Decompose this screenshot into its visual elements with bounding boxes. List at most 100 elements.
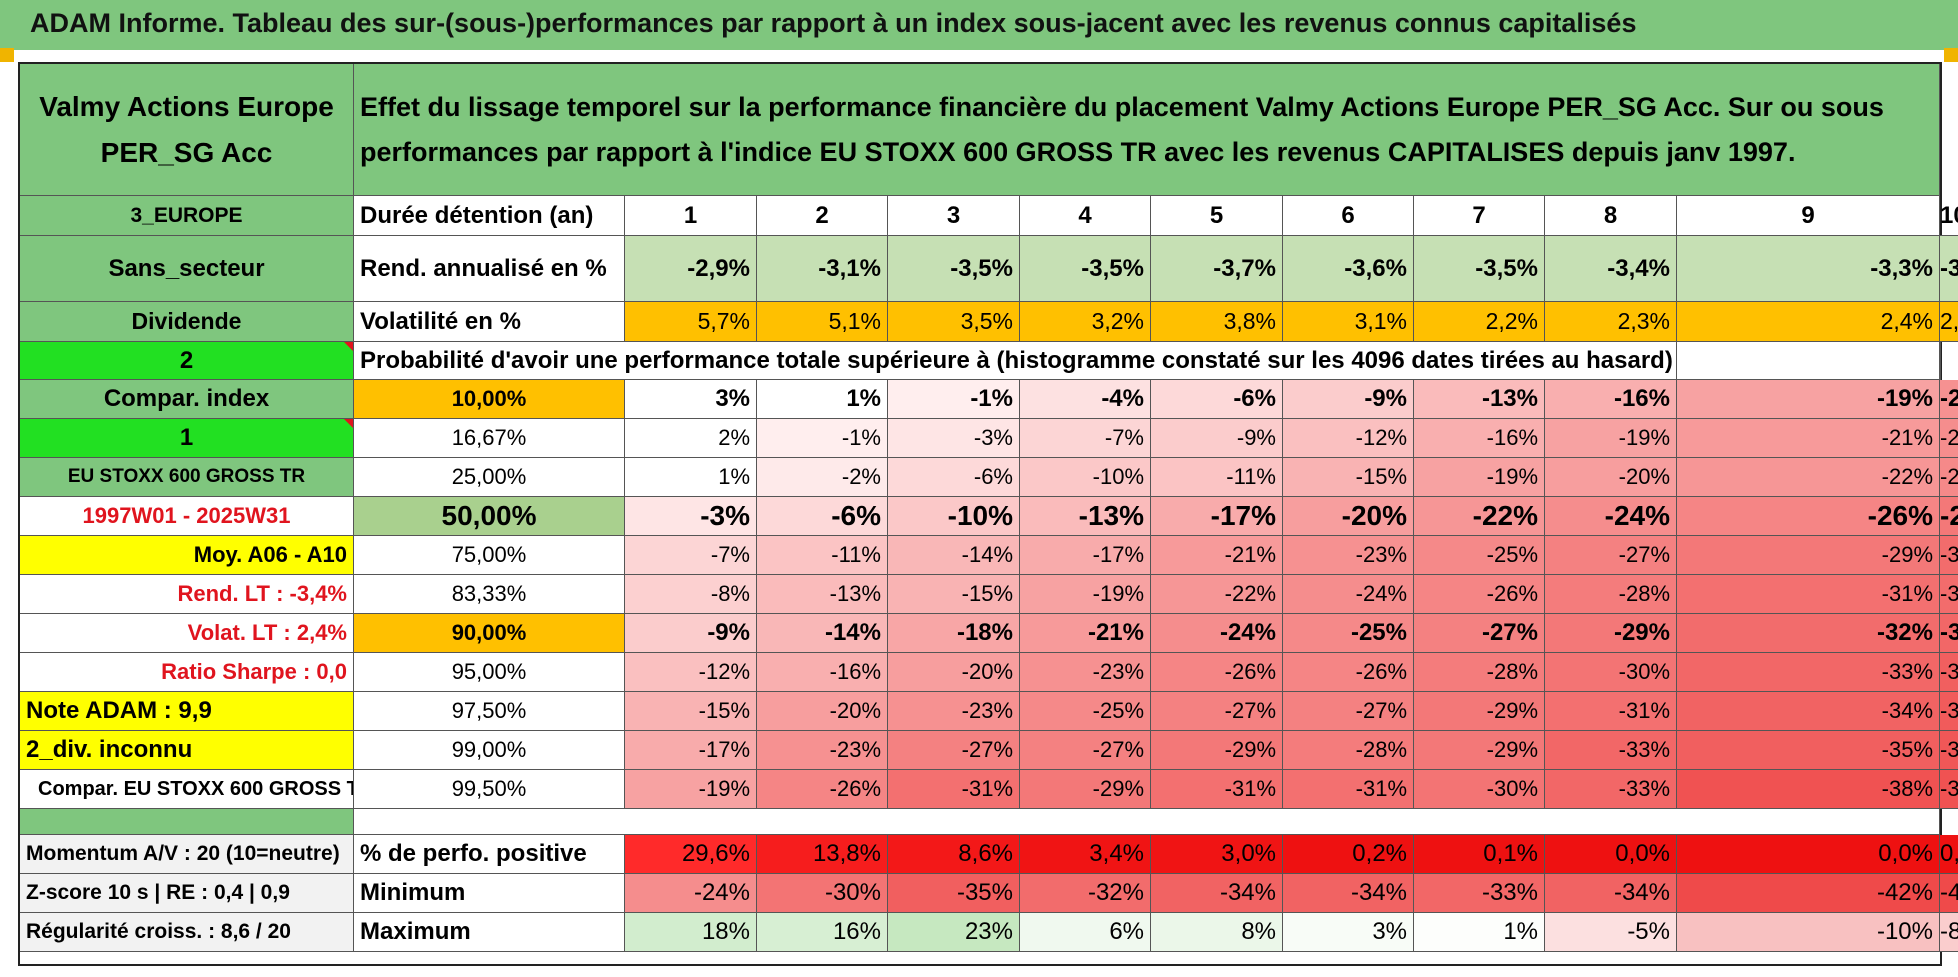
quantile-value: -31% [1151,770,1283,809]
annual-return-value: -3,3% [1677,236,1940,302]
period-range: 1997W01 - 2025W31 [20,497,354,536]
maximum-value: 16% [757,913,888,952]
quantile-value: 2% [625,419,757,458]
quantile-value: -10% [888,497,1020,536]
quantile-value: -6% [888,458,1020,497]
page-title: ADAM Informe. Tableau des sur-(sous-)per… [30,8,1637,38]
quantile-value: -11% [1151,458,1283,497]
quantile-label: 90,00% [354,614,625,653]
year-header: 1 [625,196,757,236]
quantile-value: -29% [1677,536,1940,575]
quantile-value: -27% [1283,692,1414,731]
maximum-value: 1% [1414,913,1545,952]
volatility-title: Volatilité en % [354,302,625,342]
quantile-value: -14% [888,536,1020,575]
quantile-value: -29% [1545,614,1677,653]
quantile-value: -28% [1283,731,1414,770]
annual-return-value: -3,5% [1414,236,1545,302]
minimum-value: -42% [1940,874,1958,913]
quantile-value: -4% [1020,380,1151,419]
volatility-value: 2,4% [1677,302,1940,342]
quantile-value: -13% [1020,497,1151,536]
quantile-value: -20% [1283,497,1414,536]
quantile-value: -17% [1151,497,1283,536]
quantile-value: -1% [888,380,1020,419]
quantile-value: -8% [625,575,757,614]
quantile-value: -32% [1677,614,1940,653]
quantile-label: 97,50% [354,692,625,731]
minimum-value: -34% [1283,874,1414,913]
quantile-value: -23% [1020,653,1151,692]
quantile-value: -31% [888,770,1020,809]
annual-return-value: -3,6% [1283,236,1414,302]
quantile-value: -12% [625,653,757,692]
annual-return-value: -3,7% [1151,236,1283,302]
quantile-label: 95,00% [354,653,625,692]
positive-perf-value: 3,0% [1151,835,1283,874]
quantile-label: 50,00% [354,497,625,536]
maximum-value: -5% [1545,913,1677,952]
quantile-value: -28% [1545,575,1677,614]
quantile-value: -31% [1283,770,1414,809]
quantile-value: -26% [1414,575,1545,614]
quantile-value: -29% [1414,692,1545,731]
quantile-value: -27% [888,731,1020,770]
volatility-value: 5,1% [757,302,888,342]
volatility-value: 2,2% [1414,302,1545,342]
quantile-value: -25% [1283,614,1414,653]
quantile-value: -23% [1940,380,1958,419]
quantile-value: -24% [1151,614,1283,653]
positive-perf-value: 3,4% [1020,835,1151,874]
positive-perf-value: 0,2% [1283,835,1414,874]
year-header: 8 [1545,196,1677,236]
quantile-value: -19% [1677,380,1940,419]
quantile-label: 75,00% [354,536,625,575]
quantile-value: -17% [1020,536,1151,575]
quantile-value: -37% [1940,731,1958,770]
positive-perf-value: 0,0% [1940,835,1958,874]
quantile-value: -36% [1940,692,1958,731]
quantile-value: -17% [625,731,757,770]
year-header: 4 [1020,196,1151,236]
empty-cell [1677,342,1940,380]
quantile-value: -29% [1020,770,1151,809]
quantile-value: -15% [1283,458,1414,497]
quantile-value: -3% [888,419,1020,458]
minimum-value: -42% [1677,874,1940,913]
quantile-value: -11% [757,536,888,575]
quantile-value: -26% [1283,653,1414,692]
duration-title: Durée détention (an) [354,196,625,236]
performance-table: Valmy Actions Europe PER_SG Acc Effet du … [18,62,1958,966]
quantile-value: -23% [1283,536,1414,575]
maximum-value: 3% [1283,913,1414,952]
long-term-volatility: Volat. LT : 2,4% [20,614,354,653]
quantile-value: -31% [1545,692,1677,731]
annual-return-value: -3,1% [757,236,888,302]
stat-title: Maximum [354,913,625,952]
quantile-value: -29% [1151,731,1283,770]
stat-label: Z-score 10 s | RE : 0,4 | 0,9 [20,874,354,913]
sector-label: Sans_secteur [20,236,354,302]
quantile-value: -9% [1283,380,1414,419]
quantile-value: -19% [1414,458,1545,497]
quantile-value: -21% [1020,614,1151,653]
volatility-value: 2,3% [1545,302,1677,342]
quantile-value: -23% [757,731,888,770]
quantile-value: -13% [757,575,888,614]
return-title: Rend. annualisé en % [354,236,625,302]
volatility-value: 3,8% [1151,302,1283,342]
quantile-value: -28% [1414,653,1545,692]
annual-return-value: -2,9% [625,236,757,302]
selector-value: 1 [20,419,354,458]
quantile-value: -9% [625,614,757,653]
maximum-value: -10% [1677,913,1940,952]
corner-marker [1944,48,1958,62]
selector-value: 2 [20,342,354,380]
sharpe-ratio: Ratio Sharpe : 0,0 [20,653,354,692]
quantile-value: -2% [757,458,888,497]
minimum-value: -24% [625,874,757,913]
separator [354,809,1940,835]
quantile-value: -24% [1940,419,1958,458]
quantile-value: -27% [1545,536,1677,575]
quantile-value: -14% [757,614,888,653]
